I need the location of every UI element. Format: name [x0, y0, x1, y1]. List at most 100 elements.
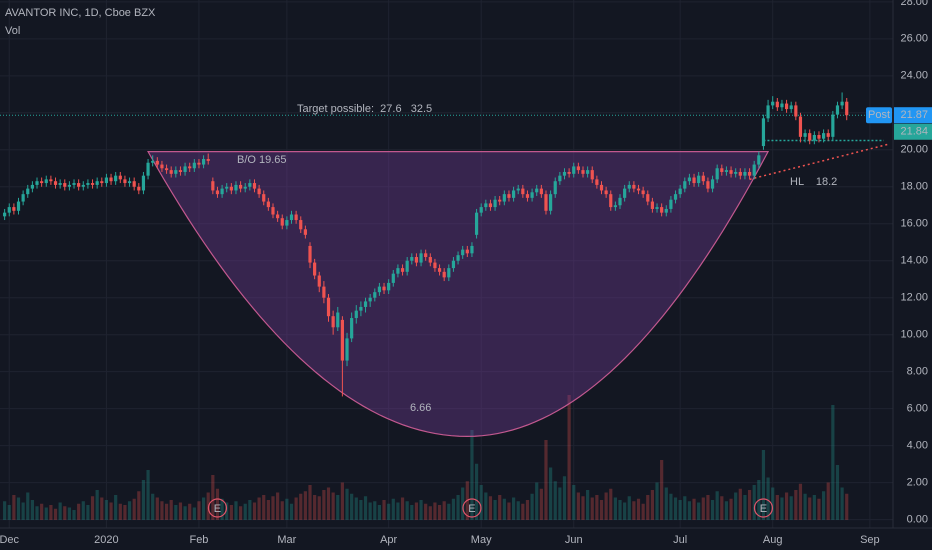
volume-bar	[669, 493, 673, 520]
candle-body	[479, 207, 483, 213]
candle-body	[845, 101, 849, 116]
earnings-label: E	[468, 503, 475, 515]
volume-bar	[141, 480, 146, 520]
volume-bar	[354, 497, 358, 520]
volume-bar	[12, 495, 16, 520]
volume-bar	[636, 498, 641, 520]
volume-bar	[706, 495, 710, 520]
candle-body	[664, 208, 668, 213]
candle-body	[646, 194, 650, 202]
candle-body	[109, 177, 113, 182]
volume-bar	[539, 488, 543, 520]
candle-body	[544, 194, 548, 211]
candle-body	[507, 194, 511, 198]
candle-body	[44, 179, 48, 184]
x-tick-label: Jun	[565, 534, 583, 546]
volume-bar	[53, 508, 58, 520]
y-tick-label: 4.00	[907, 440, 928, 452]
volume-bar	[535, 482, 539, 520]
volume-bar	[400, 497, 405, 520]
candle-body	[262, 194, 266, 202]
candle-body	[40, 181, 44, 184]
y-tick-label: 20.00	[900, 144, 928, 156]
y-tick-label: 0.00	[907, 514, 928, 526]
candle-body	[817, 134, 821, 139]
candle-body	[655, 207, 659, 209]
volume-bar	[308, 485, 312, 520]
y-tick-label: 24.00	[900, 70, 928, 82]
volume-bar	[664, 487, 668, 520]
volume-bar	[289, 503, 294, 520]
candle-body	[840, 101, 844, 106]
volume-bar	[761, 450, 766, 520]
candle-body	[215, 190, 220, 195]
volume-bar	[641, 503, 645, 520]
candle-body	[58, 183, 62, 185]
volume-bar	[687, 501, 692, 520]
y-tick-label: 2.00	[907, 477, 928, 489]
volume-bar	[562, 476, 567, 520]
candle-body	[609, 194, 613, 208]
candle-body	[285, 220, 289, 226]
volume-bar	[215, 488, 220, 520]
candle-body	[502, 194, 506, 202]
volume-bar	[484, 492, 488, 520]
volume-bar	[137, 491, 141, 520]
candle-body	[669, 199, 673, 209]
y-tick-label: 28.00	[900, 0, 928, 8]
x-tick-label: Apr	[380, 534, 397, 546]
volume-bar	[377, 505, 382, 520]
candle-body	[451, 260, 456, 269]
volume-bar	[789, 496, 793, 520]
higher-low-label: HL 18.2	[790, 176, 837, 188]
volume-bar	[516, 501, 520, 520]
candle-body	[280, 218, 284, 226]
candle-body	[410, 257, 414, 261]
volume-bar	[391, 498, 395, 520]
candle-body	[530, 192, 534, 198]
candle-body	[317, 275, 321, 287]
candle-body	[641, 190, 645, 195]
volume-bar	[660, 460, 664, 520]
volume-bar	[155, 497, 159, 520]
candle-body	[132, 181, 136, 187]
volume-bar	[201, 497, 206, 520]
candle-body	[623, 188, 627, 198]
candle-body	[747, 171, 752, 176]
volume-bar	[382, 500, 386, 520]
candle-body	[493, 199, 497, 208]
volume-bar	[100, 497, 104, 520]
candle-body	[424, 253, 428, 258]
candle-body	[164, 168, 169, 171]
candle-body	[752, 164, 756, 176]
volume-bar	[280, 501, 284, 520]
candle-body	[581, 170, 585, 174]
volume-bar	[86, 505, 90, 520]
volume-bar	[151, 493, 155, 520]
volume-bar	[821, 491, 826, 520]
volume-bar	[845, 493, 849, 520]
candle-body	[488, 203, 493, 208]
volume-bar	[771, 487, 775, 520]
candle-body	[516, 188, 520, 191]
volume-bar	[627, 496, 631, 520]
candle-body	[474, 212, 479, 235]
volume-bar	[410, 505, 414, 520]
volume-bar	[784, 492, 789, 520]
candle-body	[141, 175, 146, 191]
candle-body	[377, 286, 382, 293]
volume-bar	[419, 500, 423, 520]
candle-body	[30, 184, 34, 189]
volume-bar	[549, 467, 553, 520]
candle-body	[511, 190, 516, 198]
volume-bar	[127, 501, 132, 520]
volume-bar	[831, 405, 835, 520]
candle-body	[53, 181, 58, 185]
candle-body	[660, 207, 664, 213]
volume-bar	[336, 495, 340, 520]
candle-body	[757, 155, 761, 165]
candle-body	[562, 171, 567, 176]
y-tick-label: 14.00	[900, 255, 928, 267]
volume	[3, 395, 849, 520]
volume-bar	[340, 482, 344, 520]
